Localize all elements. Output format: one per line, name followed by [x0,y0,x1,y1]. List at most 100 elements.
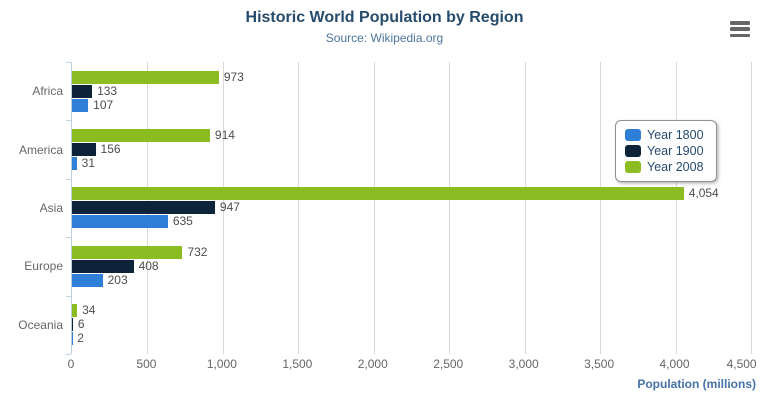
legend-label: Year 1900 [647,144,704,158]
category-row-europe: Europe 732 408 203 [24,237,751,295]
bar-value-label: 34 [82,303,96,318]
x-axis: 0 500 1,000 1,500 2,000 2,500 3,000 3,500 4,000 4… [67,357,757,373]
y-axis-tick [66,62,71,63]
bar-year-2008-europe[interactable] [72,245,183,259]
bar-year-2008-asia[interactable] [72,187,684,201]
bar-year-1800-africa[interactable] [72,98,89,112]
bar-value-label: 31 [81,155,96,170]
bar-line: 635 [72,214,751,229]
x-axis-tick-label: 4,500 [726,357,757,371]
bar-line: 4,054 [72,186,751,201]
gridline [600,62,602,354]
y-axis-category-label: America [18,142,63,157]
legend-label: Year 2008 [647,160,704,174]
bar-value-label: 914 [214,127,235,142]
x-axis-tick-label: 2,500 [433,357,464,371]
bar-value-label: 203 [107,272,128,287]
bar-year-1900-oceania[interactable] [72,318,73,332]
bar-group: 4,054 947 635 [72,187,751,229]
bar-value-label: 2 [77,331,84,346]
bar-value-label: 732 [187,244,208,259]
bar-line: 203 [72,272,751,287]
gridline [373,62,375,354]
x-axis-tick-label: 4,000 [659,357,690,371]
y-axis-category-label: Europe [24,259,63,274]
chart-subtitle: Source: Wikipedia.org [325,31,444,45]
bar-year-1800-america[interactable] [72,156,77,170]
bar-line: 914 [72,127,751,142]
bar-group: 732 408 203 [72,244,751,288]
bar-value-label: 107 [93,97,114,112]
chart-title: Historic World Population by Region [245,9,524,26]
bar-year-1900-europe[interactable] [72,259,134,273]
x-axis-tick-label: 500 [136,357,157,371]
bar-value-label: 133 [97,83,118,98]
legend-swatch-year-2008 [625,161,641,173]
gridline [524,62,526,354]
bar-year-1900-america[interactable] [72,142,96,156]
category-row-america: America 914 156 31 [19,120,751,178]
bar-line: 2 [72,331,751,346]
bar-line: 973 [72,69,751,84]
x-axis-title: Population (millions) [637,377,756,391]
y-axis-category-label: Asia [39,200,63,215]
bar-line: 732 [72,244,751,259]
x-axis-tick-label: 3,000 [508,357,539,371]
bar-year-2008-africa[interactable] [72,70,219,84]
bar-line: 107 [72,97,751,112]
bar-line: 947 [72,200,751,215]
plot-area: Africa 973 133 107 America 914 156 31 Asia 4,054 9… [18,62,752,355]
bar-line: 34 [72,303,751,318]
bar-group: 34 6 2 [72,304,751,346]
x-axis-tick-label: 3,500 [584,357,615,371]
legend-item-year-1800[interactable]: Year 1800 [625,128,704,142]
gridline [449,62,451,354]
bar-line: 408 [72,258,751,273]
bar-value-label: 973 [223,69,244,84]
bar-value-label: 947 [219,200,240,215]
hamburger-bar [730,21,750,25]
x-axis-tick-label: 0 [67,357,75,371]
y-axis-tick [66,237,71,239]
bar-line: 156 [72,141,751,156]
hamburger-bar [730,27,750,31]
y-axis-tick [66,120,71,122]
y-axis-category-label: Africa [32,84,63,99]
y-axis-tick [66,178,71,180]
category-row-africa: Africa 973 133 107 [32,62,751,120]
x-axis-tick-label: 1,500 [282,357,313,371]
x-axis-tick-label: 2,000 [357,357,388,371]
gridline [298,62,300,354]
category-row-oceania: Oceania 34 6 2 [18,296,751,354]
y-axis-tick [66,354,71,355]
bar-year-1900-africa[interactable] [72,84,93,98]
gridline [675,62,677,354]
legend-swatch-year-1900 [625,145,641,157]
bar-year-1800-europe[interactable] [72,273,103,287]
bar-line: 6 [72,318,751,332]
bar-value-label: 156 [100,141,121,156]
bar-year-1800-asia[interactable] [72,215,168,229]
legend-item-year-1900[interactable]: Year 1900 [625,144,704,158]
bar-group: 914 156 31 [72,127,751,171]
category-row-asia: Asia 4,054 947 635 [40,179,751,237]
bar-year-1900-asia[interactable] [72,201,215,215]
bar-value-label: 408 [138,258,159,273]
bar-line: 133 [72,83,751,98]
legend-label: Year 1800 [647,128,704,142]
x-axis-tick-label: 1,000 [206,357,237,371]
gridline [222,62,224,354]
bar-year-2008-america[interactable] [72,128,210,142]
bar-value-label: 4,054 [688,186,719,201]
bar-group: 973 133 107 [72,69,751,113]
bar-year-2008-oceania[interactable] [72,304,78,318]
y-axis-category-label: Oceania [18,317,63,332]
hamburger-menu-icon[interactable] [730,21,750,37]
bar-value-label: 635 [172,214,193,229]
legend-swatch-year-1800 [625,129,641,141]
hamburger-bar [730,33,750,37]
y-axis-tick [66,295,71,297]
bar-line: 31 [72,155,751,170]
legend-item-year-2008[interactable]: Year 2008 [625,160,704,174]
